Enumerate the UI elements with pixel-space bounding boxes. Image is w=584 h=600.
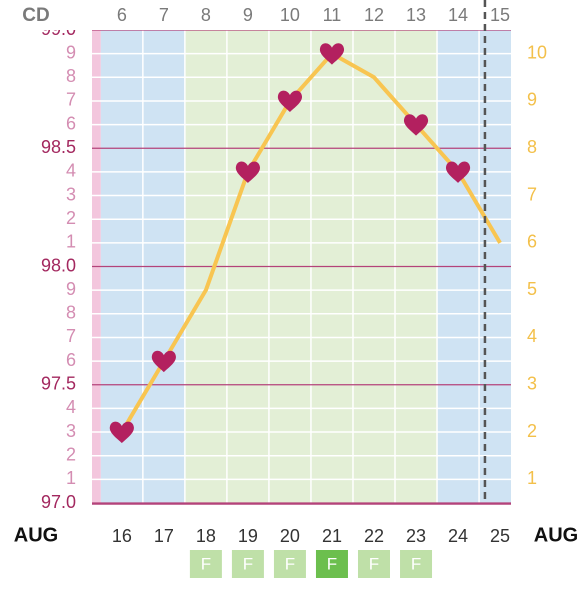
y2-tick-label: 4 [527,326,537,346]
cd-tick-label: 8 [201,5,211,25]
cd-label: CD [22,5,49,26]
heart-marker [235,161,260,183]
date-label: 24 [448,526,468,546]
y-tick-label: 6 [66,350,76,370]
fertile-label: F [201,554,211,573]
y-tick-label: 7 [66,90,76,110]
month-label: AUG [14,524,58,546]
y-tick-label: 9 [66,279,76,299]
fertile-label: F [369,554,379,573]
date-label: 22 [364,526,384,546]
y2-tick-label: 10 [527,42,547,62]
cd-tick-label: 11 [323,5,342,25]
y2-tick-label: 6 [527,232,537,252]
fertile-box [357,550,390,578]
y-tick-label: 98.5 [41,137,76,157]
fertile-box [315,550,348,578]
date-label: 23 [406,526,426,546]
y2-tick-label: 5 [527,279,537,299]
y-tick-label: 6 [66,113,76,133]
y-tick-label: 98.0 [41,255,76,275]
y-tick-label: 97.0 [41,492,76,512]
heart-marker [445,161,471,183]
cd-tick-label: 12 [364,5,384,25]
date-label: 17 [154,526,174,546]
date-label: 25 [490,526,510,546]
fertile-label: F [327,554,337,573]
fertile-label: F [285,554,295,573]
y-tick-label: 7 [66,326,76,346]
y-tick-label: 97.5 [41,374,76,394]
cd-tick-label: 7 [159,5,169,25]
heart-marker [319,43,345,65]
y2-tick-label: 3 [527,374,537,394]
y2-tick-label: 8 [527,137,537,157]
cd-tick-label: 9 [243,5,253,25]
date-label: 21 [322,526,342,546]
heart-marker [151,350,176,373]
y2-tick-label: 2 [527,421,537,441]
y-tick-label: 4 [66,161,76,181]
date-label: 20 [280,526,300,546]
y-tick-label: 8 [66,303,76,323]
cd-tick-label: 13 [406,5,426,25]
plot-area: 97.0 1 2 3 4 97.5 6 7 8 9 98.0 1 2 3 4 98.5 6 7 8 9 99.0 1 2 3 4… [41,19,547,512]
heart-marker [277,90,303,112]
fertile-label: F [411,554,421,573]
temp-line [120,51,502,434]
heart-marker [403,114,429,136]
month-label: AUG [534,524,578,546]
y2-tick-label: 9 [527,90,537,110]
y-tick-label: 9 [66,42,76,62]
y-tick-label: 4 [66,397,76,417]
cd-tick-label: 6 [117,5,127,25]
y2-tick-label: 7 [527,184,537,204]
fertile-label: F [243,554,253,573]
fertile-box [400,550,433,578]
fertile-box [231,550,264,578]
heart-marker [109,421,134,444]
cd-tick-label: 14 [448,5,468,25]
y-tick-label: 99.0 [41,19,76,39]
cd-tick-label: 15 [490,5,510,25]
date-label: 16 [112,526,132,546]
fertile-box [189,550,222,578]
cd-tick-label: 10 [280,5,300,25]
y-tick-label: 1 [66,468,76,488]
y-tick-label: 8 [66,66,76,86]
y2-tick-label: 1 [527,468,537,488]
y-tick-label: 1 [66,232,76,252]
date-label: 18 [196,526,216,546]
fertile-box [273,550,306,578]
y-tick-label: 3 [66,421,76,441]
y-tick-label: 2 [66,444,76,464]
date-label: 19 [238,526,258,546]
y-tick-label: 2 [66,208,76,228]
y-tick-label: 3 [66,184,76,204]
